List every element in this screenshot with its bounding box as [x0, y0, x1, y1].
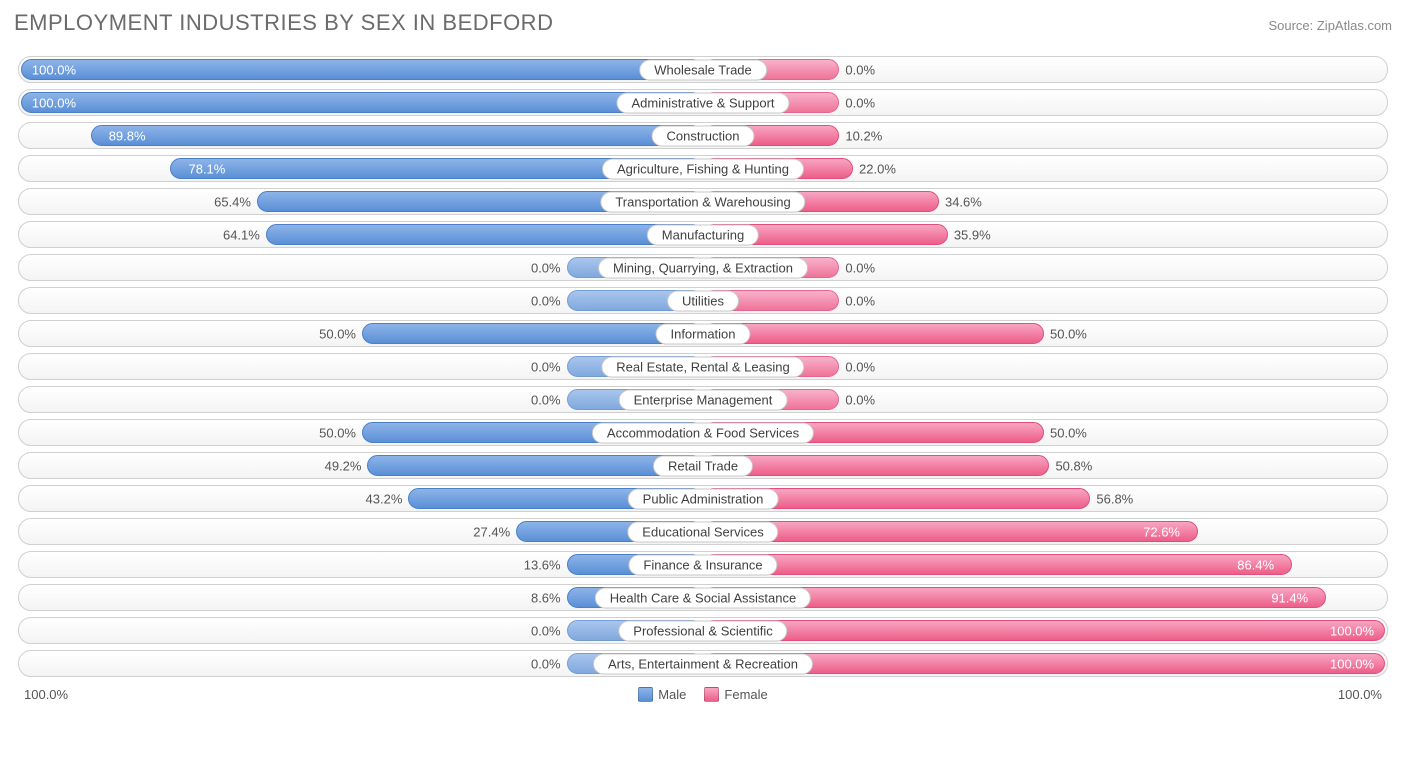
axis-left-label: 100.0%	[24, 687, 68, 702]
table-row: 100.0% 0.0% Administrative & Support	[18, 89, 1388, 116]
table-row: 50.0% 50.0% Information	[18, 320, 1388, 347]
category-label: Administrative & Support	[616, 92, 789, 113]
table-row: 78.1% 22.0% Agriculture, Fishing & Hunting	[18, 155, 1388, 182]
pct-male: 49.2%	[325, 458, 362, 473]
swatch-female	[704, 687, 719, 702]
pct-female: 0.0%	[845, 392, 875, 407]
chart-rows: 100.0% 0.0% Wholesale Trade 100.0% 0.0% Admin…	[14, 56, 1392, 677]
table-row: 8.6% 91.4% Health Care & Social Assistance	[18, 584, 1388, 611]
pct-male: 100.0%	[32, 95, 76, 110]
chart-title: EMPLOYMENT INDUSTRIES BY SEX IN BEDFORD	[14, 10, 553, 36]
pct-male: 0.0%	[531, 392, 561, 407]
pct-female: 50.8%	[1055, 458, 1092, 473]
category-label: Mining, Quarrying, & Extraction	[598, 257, 808, 278]
table-row: 43.2% 56.8% Public Administration	[18, 485, 1388, 512]
chart-source: Source: ZipAtlas.com	[1268, 18, 1392, 33]
bar-female	[703, 620, 1385, 641]
table-row: 0.0% 0.0% Utilities	[18, 287, 1388, 314]
pct-female: 35.9%	[954, 227, 991, 242]
legend-item-female: Female	[704, 687, 767, 702]
bar-male	[21, 92, 703, 113]
category-label: Manufacturing	[647, 224, 759, 245]
pct-male: 13.6%	[524, 557, 561, 572]
bar-male	[266, 224, 703, 245]
table-row: 0.0% 0.0% Real Estate, Rental & Leasing	[18, 353, 1388, 380]
category-label: Health Care & Social Assistance	[595, 587, 811, 608]
pct-male: 0.0%	[531, 359, 561, 374]
category-label: Arts, Entertainment & Recreation	[593, 653, 813, 674]
category-label: Professional & Scientific	[618, 620, 787, 641]
pct-male: 50.0%	[319, 425, 356, 440]
table-row: 50.0% 50.0% Accommodation & Food Services	[18, 419, 1388, 446]
pct-female: 0.0%	[845, 260, 875, 275]
chart-header: EMPLOYMENT INDUSTRIES BY SEX IN BEDFORD …	[14, 10, 1392, 36]
category-label: Educational Services	[627, 521, 778, 542]
pct-male: 0.0%	[531, 260, 561, 275]
pct-male: 50.0%	[319, 326, 356, 341]
pct-male: 43.2%	[366, 491, 403, 506]
table-row: 0.0% 0.0% Mining, Quarrying, & Extraction	[18, 254, 1388, 281]
table-row: 27.4% 72.6% Educational Services	[18, 518, 1388, 545]
pct-female: 22.0%	[859, 161, 896, 176]
category-label: Accommodation & Food Services	[592, 422, 814, 443]
pct-male: 27.4%	[473, 524, 510, 539]
category-label: Construction	[652, 125, 755, 146]
bar-male	[362, 323, 703, 344]
category-label: Agriculture, Fishing & Hunting	[602, 158, 804, 179]
pct-male: 100.0%	[32, 62, 76, 77]
pct-male: 8.6%	[531, 590, 561, 605]
pct-male: 65.4%	[214, 194, 251, 209]
table-row: 0.0% 100.0% Arts, Entertainment & Recreati…	[18, 650, 1388, 677]
pct-female: 72.6%	[1143, 524, 1180, 539]
bar-male	[91, 125, 703, 146]
pct-female: 34.6%	[945, 194, 982, 209]
table-row: 100.0% 0.0% Wholesale Trade	[18, 56, 1388, 83]
legend-label-female: Female	[724, 687, 767, 702]
pct-female: 10.2%	[845, 128, 882, 143]
pct-female: 56.8%	[1096, 491, 1133, 506]
category-label: Public Administration	[628, 488, 779, 509]
swatch-male	[638, 687, 653, 702]
pct-male: 89.8%	[109, 128, 146, 143]
pct-female: 50.0%	[1050, 425, 1087, 440]
axis-right-label: 100.0%	[1338, 687, 1382, 702]
table-row: 65.4% 34.6% Transportation & Warehousing	[18, 188, 1388, 215]
pct-female: 0.0%	[845, 293, 875, 308]
pct-female: 86.4%	[1237, 557, 1274, 572]
table-row: 0.0% 0.0% Enterprise Management	[18, 386, 1388, 413]
pct-female: 0.0%	[845, 359, 875, 374]
category-label: Information	[655, 323, 750, 344]
pct-female: 0.0%	[845, 62, 875, 77]
category-label: Enterprise Management	[619, 389, 788, 410]
table-row: 64.1% 35.9% Manufacturing	[18, 221, 1388, 248]
category-label: Retail Trade	[653, 455, 753, 476]
pct-male: 0.0%	[531, 623, 561, 638]
pct-female: 0.0%	[845, 95, 875, 110]
category-label: Wholesale Trade	[639, 59, 767, 80]
legend-item-male: Male	[638, 687, 686, 702]
pct-female: 100.0%	[1330, 623, 1374, 638]
bar-female	[703, 554, 1292, 575]
pct-female: 100.0%	[1330, 656, 1374, 671]
legend: Male Female	[638, 687, 768, 702]
category-label: Transportation & Warehousing	[600, 191, 805, 212]
pct-female: 91.4%	[1271, 590, 1308, 605]
pct-male: 0.0%	[531, 293, 561, 308]
bar-female	[703, 455, 1049, 476]
table-row: 89.8% 10.2% Construction	[18, 122, 1388, 149]
chart-footer: 100.0% Male Female 100.0%	[14, 687, 1392, 702]
bar-female	[703, 323, 1044, 344]
category-label: Utilities	[667, 290, 739, 311]
table-row: 13.6% 86.4% Finance & Insurance	[18, 551, 1388, 578]
bar-male	[21, 59, 703, 80]
pct-male: 78.1%	[188, 161, 225, 176]
table-row: 49.2% 50.8% Retail Trade	[18, 452, 1388, 479]
pct-male: 0.0%	[531, 656, 561, 671]
table-row: 0.0% 100.0% Professional & Scientific	[18, 617, 1388, 644]
category-label: Real Estate, Rental & Leasing	[601, 356, 804, 377]
pct-male: 64.1%	[223, 227, 260, 242]
legend-label-male: Male	[658, 687, 686, 702]
pct-female: 50.0%	[1050, 326, 1087, 341]
category-label: Finance & Insurance	[628, 554, 777, 575]
